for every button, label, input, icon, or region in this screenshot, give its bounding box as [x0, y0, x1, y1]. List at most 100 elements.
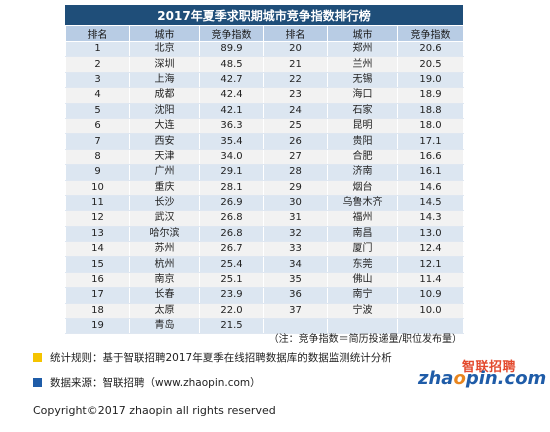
cell-index: 18.9 [397, 87, 464, 104]
cell-rank: 14 [65, 241, 130, 258]
cell-city: 郑州 [327, 41, 398, 58]
cell-rank: 37 [263, 303, 328, 320]
cell-rank: 22 [263, 72, 328, 89]
header-city: 城市 [129, 25, 200, 42]
cell-city: 上海 [129, 72, 200, 89]
cell-index: 29.1 [199, 164, 264, 181]
cell-rank: 33 [263, 241, 328, 258]
table-row: 9 广州 29.1 28 济南 16.1 [65, 164, 464, 181]
cell-city: 东莞 [327, 256, 398, 273]
cell-index: 42.7 [199, 72, 264, 89]
cell-city: 苏州 [129, 241, 200, 258]
table-row: 12 武汉 26.8 31 福州 14.3 [65, 210, 464, 227]
table-row: 8 天津 34.0 27 合肥 16.6 [65, 149, 464, 166]
table-row: 3 上海 42.7 22 无锡 19.0 [65, 72, 464, 89]
cell-city: 烟台 [327, 180, 398, 196]
cell-index: 16.6 [397, 149, 464, 166]
cell-rank: 31 [263, 210, 328, 227]
cell-index: 10.9 [397, 287, 464, 304]
cell-rank: 28 [263, 164, 328, 181]
cell-index: 35.4 [199, 133, 264, 150]
cell-city: 合肥 [327, 149, 398, 166]
cell-rank: 19 [65, 318, 130, 335]
header-rank: 排名 [263, 25, 328, 42]
table-row: 11 长沙 26.9 30 乌鲁木齐 14.5 [65, 195, 464, 212]
table-row: 4 成都 42.4 23 海口 18.9 [65, 87, 464, 104]
header-city: 城市 [327, 25, 398, 42]
cell-index: 23.9 [199, 287, 264, 304]
cell-index: 18.0 [397, 118, 464, 135]
cell-city: 长春 [129, 287, 200, 304]
cell-city: 天津 [129, 149, 200, 166]
cell-city: 青岛 [129, 318, 200, 335]
cell-city: 无锡 [327, 72, 398, 89]
cell-rank: 6 [65, 118, 130, 135]
cell-index: 14.6 [397, 180, 464, 196]
cell-rank: 9 [65, 164, 130, 181]
cell-index: 20.5 [397, 56, 464, 73]
cell-index: 25.4 [199, 256, 264, 273]
cell-index: 14.5 [397, 195, 464, 212]
cell-city: 成都 [129, 87, 200, 104]
cell-rank: 10 [65, 180, 130, 196]
logo-url-text: zhaopin.com [418, 368, 547, 389]
zhaopin-logo: 智联招聘 zhaopin.com [418, 356, 546, 396]
cell-city: 佛山 [327, 272, 398, 289]
cell-rank: 12 [65, 210, 130, 227]
cell-rank: 34 [263, 256, 328, 273]
header-rank: 排名 [65, 25, 130, 42]
cell-rank: 29 [263, 180, 328, 196]
cell-index: 26.9 [199, 195, 264, 212]
cell-city: 杭州 [129, 256, 200, 273]
cell-city: 乌鲁木齐 [327, 195, 398, 212]
cell-city: 广州 [129, 164, 200, 181]
cell-index: 48.5 [199, 56, 264, 73]
table-row: 14 苏州 26.7 33 厦门 12.4 [65, 241, 464, 258]
cell-city: 西安 [129, 133, 200, 150]
cell-city: 沈阳 [129, 103, 200, 119]
cell-rank: 11 [65, 195, 130, 212]
cell-index: 26.7 [199, 241, 264, 258]
table-row: 1 北京 89.9 20 郑州 20.6 [65, 41, 464, 58]
cell-rank: 1 [65, 41, 130, 58]
cell-city: 宁波 [327, 303, 398, 320]
cell-rank: 24 [263, 103, 328, 119]
cell-rank: 3 [65, 72, 130, 89]
yellow-square-icon [33, 353, 42, 362]
cell-rank: 5 [65, 103, 130, 119]
cell-city: 北京 [129, 41, 200, 58]
cell-index: 28.1 [199, 180, 264, 196]
cell-rank: 21 [263, 56, 328, 73]
cell-index: 22.0 [199, 303, 264, 320]
table-row: 19 青岛 21.5 [65, 318, 464, 335]
cell-index: 16.1 [397, 164, 464, 181]
cell-rank: 15 [65, 256, 130, 273]
cell-index: 26.8 [199, 210, 264, 227]
table-row: 13 哈尔滨 26.8 32 南昌 13.0 [65, 226, 464, 243]
table-row: 2 深圳 48.5 21 兰州 20.5 [65, 56, 464, 73]
cell-index: 13.0 [397, 226, 464, 243]
cell-city: 兰州 [327, 56, 398, 73]
cell-city: 太原 [129, 303, 200, 320]
table-row: 7 西安 35.4 26 贵阳 17.1 [65, 133, 464, 150]
table-row: 17 长春 23.9 36 南宁 10.9 [65, 287, 464, 304]
cell-rank: 4 [65, 87, 130, 104]
cell-rank: 23 [263, 87, 328, 104]
cell-city: 哈尔滨 [129, 226, 200, 243]
cell-index: 42.4 [199, 87, 264, 104]
cell-city: 福州 [327, 210, 398, 227]
cell-city: 重庆 [129, 180, 200, 196]
cell-index: 21.5 [199, 318, 264, 335]
cell-index: 14.3 [397, 210, 464, 227]
table-title: 2017年夏季求职期城市竞争指数排行榜 [65, 5, 463, 25]
cell-index: 11.4 [397, 272, 464, 289]
cell-rank: 7 [65, 133, 130, 150]
cell-index: 26.8 [199, 226, 264, 243]
cell-city: 长沙 [129, 195, 200, 212]
cell-rank: 16 [65, 272, 130, 289]
table-row: 16 南京 25.1 35 佛山 11.4 [65, 272, 464, 289]
table-row: 15 杭州 25.4 34 东莞 12.1 [65, 256, 464, 273]
cell-rank: 20 [263, 41, 328, 58]
cell-index: 10.0 [397, 303, 464, 320]
cell-index: 12.1 [397, 256, 464, 273]
